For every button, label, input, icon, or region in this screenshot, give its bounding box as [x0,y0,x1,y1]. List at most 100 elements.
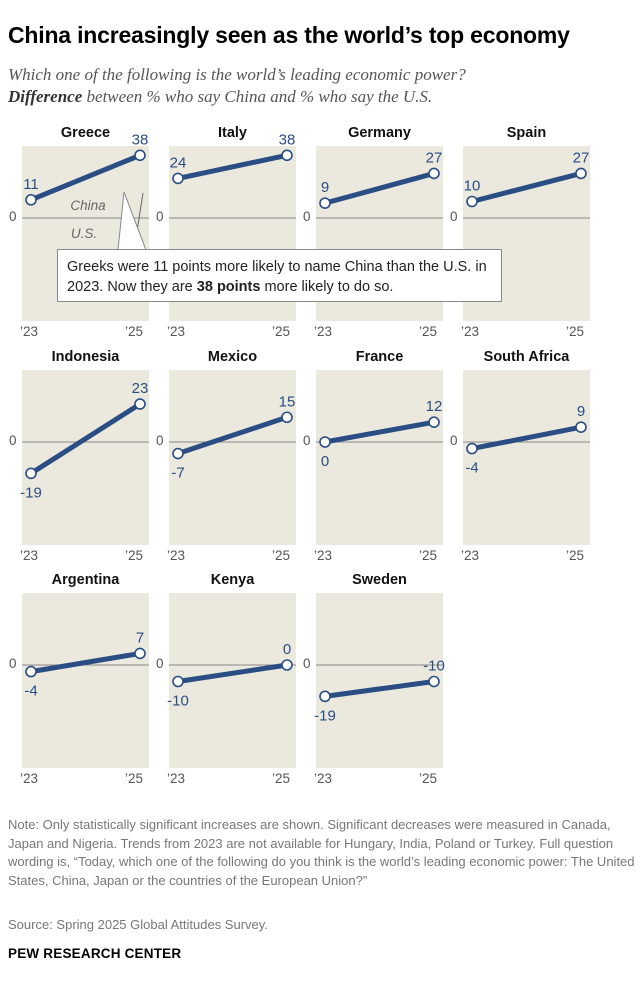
panel-indonesia [22,370,149,545]
x-tick-end-indonesia: ’25 [125,548,144,563]
series-line-sweden [322,679,437,699]
us-annotation: U.S. [71,226,97,241]
x-tick-start-south-africa: ’23 [461,548,480,563]
country-label-france: France [355,349,404,365]
data-label-start-indonesia: -19 [20,484,42,501]
data-label-start-kenya: -10 [167,693,189,710]
series-line-mexico [175,414,290,457]
zero-tick-label-south-africa: 0 [450,433,458,448]
x-tick-start-sweden: ’23 [314,771,333,786]
data-label-start-germany: 9 [321,179,329,196]
zero-tick-label-france: 0 [303,433,311,448]
subtitle-bold: Difference [8,87,83,106]
series-line-south-africa [469,424,584,452]
point-end-sweden [428,675,440,688]
point-start-south-africa [466,442,478,455]
series-line-spain [469,170,584,204]
x-tick-start-spain: ’23 [461,324,480,339]
point-end-france [428,416,440,429]
data-label-start-argentina: -4 [24,683,37,700]
data-label-start-south-africa: -4 [465,460,478,477]
point-end-greece [134,149,146,162]
series-line-italy [175,152,290,181]
country-label-germany: Germany [348,125,411,141]
x-tick-end-south-africa: ’25 [566,548,585,563]
country-label-indonesia: Indonesia [51,349,120,365]
point-start-kenya [172,675,184,688]
series-line-kenya [175,662,290,684]
data-label-end-greece: 38 [132,131,149,148]
x-tick-end-argentina: ’25 [125,771,144,786]
x-tick-start-greece: ’23 [20,324,39,339]
data-label-start-spain: 10 [464,178,481,195]
point-start-spain [466,195,478,208]
data-label-end-mexico: 15 [279,393,296,410]
series-line-indonesia [28,401,143,476]
zero-tick-label-mexico: 0 [156,433,164,448]
data-label-start-italy: 24 [170,154,187,171]
x-tick-end-italy: ’25 [272,324,291,339]
series-line-argentina [28,650,143,675]
x-tick-start-mexico: ’23 [167,548,186,563]
data-label-start-greece: 11 [23,176,39,193]
series-line-greece [28,152,143,203]
point-start-argentina [25,665,37,678]
zero-tick-label-argentina: 0 [9,656,17,671]
data-label-end-spain: 27 [573,149,590,166]
point-end-south-africa [575,421,587,433]
x-tick-start-argentina: ’23 [20,771,39,786]
country-label-argentina: Argentina [51,572,120,588]
data-label-end-sweden: -10 [423,658,445,675]
point-end-kenya [281,659,293,671]
zero-tick-label-kenya: 0 [156,656,164,671]
data-label-start-france: 0 [321,453,329,470]
panel-argentina [22,593,149,768]
data-label-end-italy: 38 [279,131,296,148]
panel-sweden [316,593,443,768]
panel-france [316,370,443,545]
point-start-germany [319,197,331,209]
point-start-indonesia [25,467,37,480]
country-label-greece: Greece [60,125,111,141]
zero-tick-label-spain: 0 [450,209,458,224]
series-line-germany [322,170,437,206]
zero-tick-label-italy: 0 [156,209,164,224]
country-label-spain: Spain [506,125,547,141]
country-label-kenya: Kenya [210,572,255,588]
panel-south-africa [463,370,590,545]
point-start-mexico [172,447,184,460]
series-line-france [322,419,437,445]
point-start-sweden [319,690,331,703]
x-tick-start-italy: ’23 [167,324,186,339]
data-label-end-germany: 27 [426,149,443,166]
subtitle: Which one of the following is the world’… [8,64,466,108]
footnote: Note: Only statistically significant inc… [8,817,635,888]
x-tick-end-greece: ’25 [125,324,144,339]
line-charts: 11 38 24 38 9 27 10 27 -19 23 -7 15 0 12 -4 9 -4 7 -10 0 -19… [20,131,590,724]
zero-tick-label-indonesia: 0 [9,433,17,448]
point-end-germany [428,167,440,180]
source-line: Source: Spring 2025 Global Attitudes Sur… [8,917,268,932]
point-end-indonesia [134,398,146,410]
zero-tick-label-greece: 0 [9,209,17,224]
x-tick-end-sweden: ’25 [419,771,438,786]
data-label-end-south-africa: 9 [577,403,585,420]
panel-mexico [169,370,296,545]
china-annotation: China [70,198,106,213]
point-end-spain [575,167,587,180]
zero-tick-label-germany: 0 [303,209,311,224]
country-label-south-africa: South Africa [483,349,570,365]
callout-box: Greeks were 11 points more likely to nam… [57,249,502,302]
x-tick-end-france: ’25 [419,548,438,563]
x-tick-end-kenya: ’25 [272,771,291,786]
page-title: China increasingly seen as the world’s t… [8,22,570,48]
data-label-end-france: 12 [426,398,443,415]
country-label-italy: Italy [217,125,247,141]
x-tick-end-mexico: ’25 [272,548,291,563]
data-label-start-sweden: -19 [314,707,336,724]
x-tick-end-spain: ’25 [566,324,585,339]
country-label-mexico: Mexico [207,349,258,365]
country-label-sweden: Sweden [352,572,407,588]
data-label-start-mexico: -7 [171,465,184,482]
x-tick-start-kenya: ’23 [167,771,186,786]
